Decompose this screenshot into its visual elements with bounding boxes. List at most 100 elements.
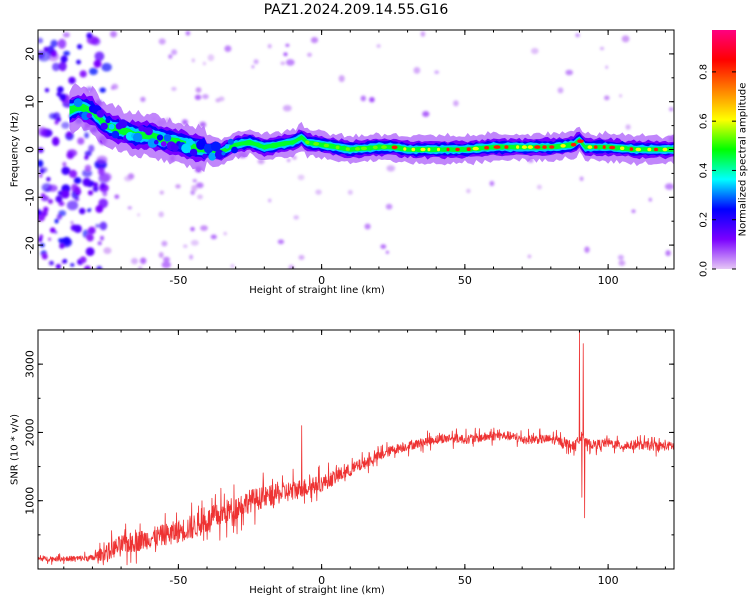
ridge-peak — [521, 145, 528, 149]
colorbar-tick-label: 0.4 — [699, 162, 710, 178]
noise-blob — [63, 50, 70, 56]
snr-panel: -50 0 50 100 1000 2000 3000 Height of straight… — [10, 329, 675, 596]
noise-dot — [68, 169, 78, 178]
noise-blob — [95, 224, 100, 228]
noise-blob — [138, 266, 143, 269]
colorbar-tick-label: 0.0 — [699, 261, 710, 277]
noise-dot — [93, 59, 102, 68]
noise-blob — [619, 94, 622, 98]
ridge-inner — [69, 100, 674, 156]
noise-blob — [605, 65, 609, 69]
noise-blob — [70, 263, 75, 267]
noise-blob — [385, 250, 389, 254]
noise-blob — [293, 215, 300, 220]
ridge-blob — [160, 141, 167, 147]
noise-dot — [87, 190, 94, 196]
noise-blob — [92, 185, 99, 192]
noise-blob — [158, 211, 164, 218]
x-tick-label: 0 — [318, 274, 325, 287]
noise-dot — [60, 55, 68, 63]
noise-dot — [57, 86, 64, 93]
noise-dot — [79, 70, 87, 78]
ridge-blob — [86, 112, 93, 119]
ridge-peak — [587, 145, 593, 149]
spectrogram-ridge — [69, 83, 674, 173]
ridge-blob — [100, 122, 108, 130]
ridge-blob — [231, 146, 238, 154]
noise-dot — [51, 51, 57, 58]
ridge-peak — [391, 145, 398, 150]
noise-blob — [665, 250, 671, 257]
noise-blob — [536, 184, 542, 190]
noise-blob — [268, 198, 272, 203]
ridge-peak — [542, 145, 547, 149]
noise-blob — [621, 35, 630, 43]
noise-blob — [84, 164, 92, 172]
ridge-blob — [73, 98, 83, 108]
ridge-blob — [163, 134, 172, 142]
noise-blob — [66, 133, 72, 138]
noise-blob — [604, 95, 610, 101]
noise-blob — [364, 223, 371, 230]
noise-blob — [158, 252, 164, 258]
noise-blob — [61, 121, 70, 129]
noise-blob — [579, 176, 584, 182]
noise-dot — [59, 243, 65, 249]
noise-dot — [73, 224, 82, 233]
ridge-peak — [549, 145, 555, 149]
y-tick-label: 3000 — [24, 350, 37, 378]
noise-blob — [307, 52, 312, 57]
noise-blob — [111, 86, 115, 90]
x-tick-label: -50 — [169, 274, 187, 287]
noise-blob — [191, 58, 195, 63]
ridge-blob — [108, 123, 115, 130]
ridge-peak — [411, 147, 416, 152]
noise-dot — [56, 117, 62, 122]
y-tick-label: 1000 — [24, 487, 37, 515]
noise-blob — [73, 177, 82, 184]
noise-blob — [253, 59, 259, 65]
noise-blob — [99, 221, 108, 231]
ridge-peak — [323, 143, 330, 148]
ridge-peak — [620, 146, 625, 151]
ridge-blob — [210, 141, 221, 152]
noise-blob — [202, 94, 209, 100]
noise-blob — [420, 31, 426, 37]
snr-line — [38, 330, 674, 566]
ridge-peak — [305, 140, 310, 145]
noise-blob — [96, 265, 103, 269]
noise-dot — [40, 193, 46, 198]
ridge-peak — [504, 145, 509, 149]
noise-dot — [79, 256, 87, 264]
noise-blob — [283, 52, 288, 57]
snr-marks — [38, 330, 674, 566]
y-tick-label: 10 — [24, 95, 37, 109]
noise-dot — [43, 46, 49, 52]
noise-blob — [54, 218, 59, 224]
ridge-peak — [516, 145, 520, 149]
noise-blob — [38, 147, 44, 153]
noise-blob — [664, 183, 674, 190]
ridge-peak — [493, 145, 501, 149]
noise-blob — [50, 39, 58, 48]
y-tick-label: 0 — [24, 146, 37, 153]
noise-blob — [88, 144, 95, 153]
noise-dot — [66, 151, 75, 159]
noise-blob — [338, 75, 345, 83]
noise-blob — [195, 87, 202, 93]
noise-blob — [96, 155, 108, 165]
noise-blob — [224, 45, 232, 52]
ridge-blob — [181, 143, 192, 154]
noise-blob — [38, 159, 44, 168]
noise-dot — [59, 93, 67, 101]
ridge-peak — [313, 142, 319, 146]
noise-dot — [89, 180, 95, 186]
x-tick-label: -50 — [169, 574, 187, 587]
noise-blob — [380, 244, 387, 250]
noise-blob — [210, 234, 217, 240]
x-tick-label: 100 — [598, 574, 619, 587]
ridge-blob — [221, 151, 226, 156]
noise-blob — [58, 210, 67, 217]
noise-blob — [140, 257, 147, 265]
